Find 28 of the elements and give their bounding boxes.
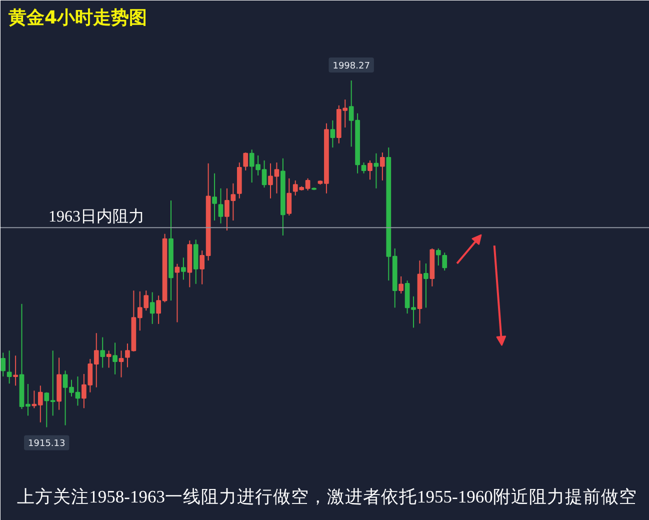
candlestick: [13, 355, 18, 386]
candlestick: [0, 352, 6, 377]
candlestick: [286, 178, 292, 216]
candlestick: [361, 162, 366, 174]
candlestick: [436, 248, 441, 266]
candlestick: [218, 188, 224, 224]
candlestick: [243, 152, 248, 171]
candlestick: [374, 152, 379, 189]
candlestick: [212, 172, 217, 221]
candlestick: [174, 263, 180, 323]
text: 上方关注1958-1963一线阻力进行做空，激进者依托1955-1960附近阻力提前做空: [17, 486, 637, 506]
candlestick: [442, 252, 448, 272]
candlestick: [398, 276, 404, 294]
chart-title: 黄金4小时走势图: [8, 8, 148, 28]
annotation: 1915.13: [28, 439, 66, 450]
candlestick: [118, 350, 124, 378]
candlestick: [106, 350, 112, 368]
annotation: 1998.27: [332, 61, 370, 72]
candlestick: [424, 262, 428, 308]
ref-line-label: 1963日内阻力: [48, 208, 144, 226]
candlestick: [6, 350, 12, 384]
candlestick: [368, 160, 372, 180]
candlestick: [150, 292, 155, 324]
candlestick: [112, 342, 118, 375]
candlestick: [380, 152, 385, 181]
candlestick: [100, 336, 106, 368]
candlestick: [181, 257, 186, 280]
candlestick: [330, 120, 336, 148]
